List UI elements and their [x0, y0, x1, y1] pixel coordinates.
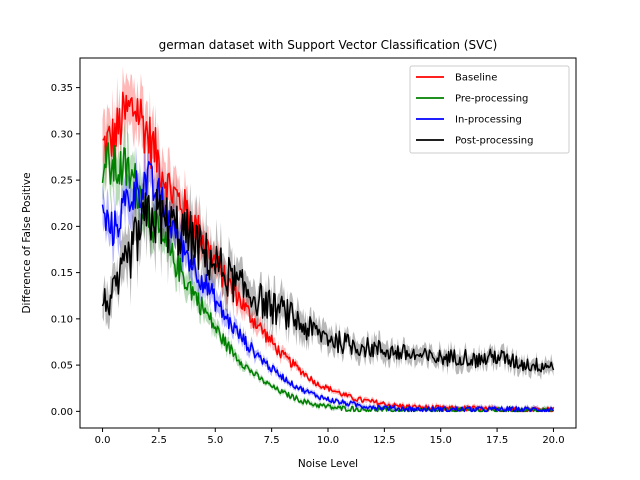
y-tick-label: 0.10	[51, 314, 73, 325]
legend-label: Post-processing	[455, 136, 533, 147]
y-tick-label: 0.15	[51, 268, 73, 279]
x-tick-label: 2.5	[151, 435, 167, 446]
series-lines	[101, 91, 555, 413]
x-tick-label: 17.5	[486, 435, 508, 446]
y-tick-label: 0.00	[51, 407, 73, 418]
legend-label: In-processing	[455, 115, 522, 126]
x-tick-label: 12.5	[373, 435, 395, 446]
legend-box	[409, 65, 570, 154]
y-axis-label: Difference of False Positive	[21, 172, 33, 313]
y-tick-label: 0.05	[51, 361, 73, 372]
x-axis-label: Noise Level	[298, 458, 358, 470]
line-pre-processing	[101, 142, 555, 413]
x-tick-label: 0.0	[95, 435, 111, 446]
legend-label: Baseline	[455, 73, 497, 84]
chart-title: german dataset with Support Vector Class…	[159, 38, 498, 52]
y-tick-label: 0.20	[51, 222, 73, 233]
legend: Baseline Pre-processing In-processing Post-…	[409, 65, 570, 154]
x-tick-label: 5.0	[207, 435, 223, 446]
line-post-processing	[101, 188, 555, 373]
y-tick-label: 0.25	[51, 176, 73, 187]
y-tick-label: 0.30	[51, 129, 73, 140]
y-axis: 0.00 0.05 0.10 0.15 0.20 0.25 0.30 0.35	[51, 83, 80, 418]
x-tick-label: 10.0	[317, 435, 339, 446]
x-tick-label: 20.0	[542, 435, 564, 446]
x-axis: 0.0 2.5 5.0 7.5 10.0 12.5 15.0 17.5 20.0	[95, 428, 565, 446]
x-tick-label: 15.0	[430, 435, 452, 446]
x-tick-label: 7.5	[264, 435, 280, 446]
y-tick-label: 0.35	[51, 83, 73, 94]
legend-label: Pre-processing	[455, 94, 528, 105]
